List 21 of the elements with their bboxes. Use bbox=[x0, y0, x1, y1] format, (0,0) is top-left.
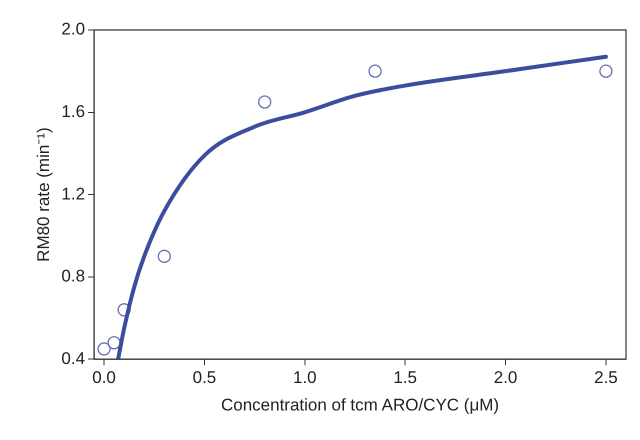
point bbox=[368, 64, 382, 78]
x-tick-label: 2.0 bbox=[494, 368, 518, 388]
point bbox=[599, 64, 613, 78]
x-tick-label: 1.0 bbox=[292, 368, 317, 388]
point bbox=[107, 336, 121, 350]
point bbox=[97, 342, 111, 356]
x-tick-label: 0.5 bbox=[192, 368, 216, 388]
y-tick-label: 0.4 bbox=[61, 348, 86, 368]
point bbox=[117, 303, 131, 316]
x-tick-label: 1.5 bbox=[393, 368, 418, 388]
y-tick-label: 1.6 bbox=[61, 102, 86, 121]
x-tick-label: 0.0 bbox=[92, 368, 116, 388]
y-tick-label: 2.0 bbox=[61, 20, 86, 39]
x-tick-label: 2.5 bbox=[594, 368, 618, 388]
point bbox=[258, 95, 272, 109]
point bbox=[158, 250, 171, 263]
y-tick-label: 0.8 bbox=[61, 266, 86, 286]
line-series bbox=[116, 54, 608, 360]
y-axis-title: RM80 rate (min⁻¹) bbox=[34, 127, 53, 262]
x-axis-title: Concentration of tcm ARO/CYC (μM) bbox=[220, 395, 500, 414]
y-tick-label: 1.2 bbox=[61, 184, 86, 204]
